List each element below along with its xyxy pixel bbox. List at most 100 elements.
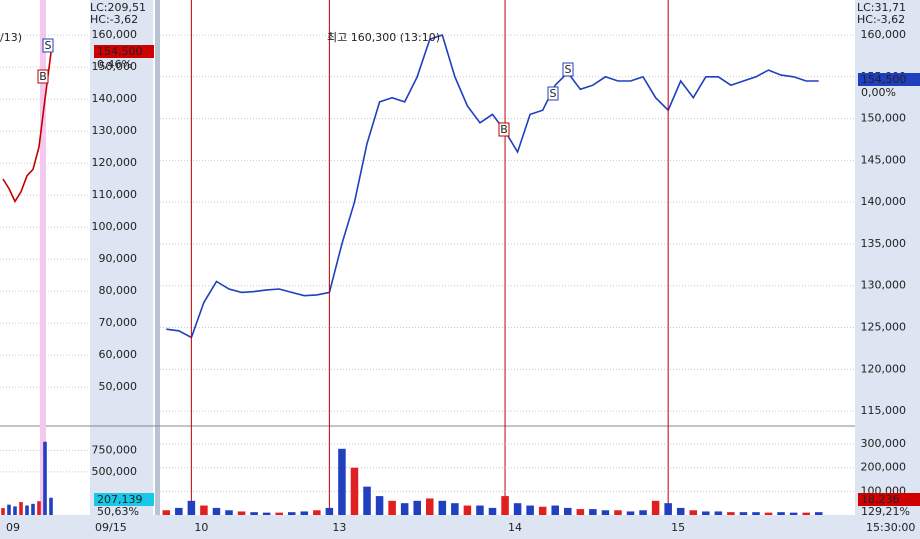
y-tick-label: 140,000: [92, 92, 138, 105]
price-tag: 154,500: [97, 45, 143, 58]
y-tick-label: 150,000: [861, 112, 907, 125]
y-tick-label: 100,000: [92, 220, 138, 233]
volume-bar: [814, 512, 823, 515]
y-tick-label: 90,000: [99, 252, 138, 265]
y-tick-label: 750,000: [92, 443, 138, 456]
x-tick-label: 13: [332, 521, 346, 534]
volume-tag-bg: [858, 493, 920, 506]
volume-bar: [639, 510, 647, 515]
volume-bar: [764, 512, 773, 515]
trade-marker: [498, 122, 510, 137]
volume-bar: [1, 508, 5, 515]
volume-bar: [426, 498, 434, 515]
y-tick-label: 60,000: [99, 348, 138, 361]
price-line: [166, 33, 819, 339]
change-tag: 0,00%: [861, 86, 896, 99]
hc-label: HC:-3,62: [90, 13, 138, 26]
left-axis-panel: [90, 0, 153, 539]
volume-bar: [714, 511, 723, 515]
time-label: 15:30:00: [866, 521, 915, 534]
volume-bar: [37, 501, 41, 515]
volume-bar: [375, 496, 384, 515]
y-tick-label: 500,000: [92, 465, 138, 478]
high-note: 최고 160,300 (13:10): [327, 31, 440, 44]
volume-bar: [752, 512, 760, 515]
trade-marker-label: S: [550, 87, 557, 100]
volume-bar: [162, 510, 171, 515]
volume-bar: [31, 503, 35, 515]
volume-tag-bg: [94, 493, 154, 506]
volume-bar: [513, 503, 522, 515]
trade-marker: [562, 62, 574, 77]
volume-bar: [488, 507, 497, 515]
time-axis: [0, 515, 920, 539]
volume-bar: [626, 511, 635, 515]
ratio-tag: 129,21%: [861, 505, 910, 518]
x-tick-label: 14: [508, 521, 522, 534]
volume-bar: [601, 510, 610, 515]
volume-bar: [212, 507, 221, 515]
volume-tag: 18,236: [861, 493, 900, 506]
trade-marker-label: B: [500, 123, 508, 136]
volume-bar: [802, 512, 810, 515]
volume-bar: [13, 506, 17, 515]
y-tick-label: 145,000: [861, 153, 907, 166]
trade-marker: [42, 38, 54, 53]
volume-bar: [727, 512, 735, 515]
volume-bar: [463, 505, 472, 515]
volume-bar: [49, 497, 53, 515]
price-line: [2, 52, 52, 204]
change-tag: 0,46%: [97, 58, 132, 71]
volume-bar: [589, 509, 597, 515]
trade-marker: [547, 86, 559, 101]
volume-bar: [564, 507, 572, 515]
volume-bar: [614, 510, 622, 515]
volume-bar: [325, 507, 334, 515]
volume-bar: [225, 510, 233, 515]
selected-day: [40, 0, 46, 515]
y-tick-label: 50,000: [99, 380, 138, 393]
volume-bar: [250, 512, 258, 515]
volume-bar: [651, 500, 660, 515]
price-tag-bg: [94, 45, 154, 58]
volume-bar: [664, 503, 672, 515]
y-tick-label: 130,000: [861, 279, 907, 292]
trade-marker-label: B: [39, 70, 47, 83]
y-tick-label: 120,000: [861, 362, 907, 375]
x-tick-label: 15: [671, 521, 685, 534]
y-tick-label: 110,000: [92, 188, 138, 201]
volume-bar: [739, 512, 748, 515]
volume-bar: [338, 448, 346, 515]
y-tick-label: 150,000: [92, 60, 138, 73]
lc-label: LC:209,51: [90, 1, 146, 14]
volume-bar: [501, 496, 509, 515]
trade-marker: [37, 69, 49, 84]
volume-bar: [777, 512, 785, 515]
date-label: 09/15: [95, 521, 127, 534]
volume-bar: [413, 500, 421, 515]
volume-bar: [476, 505, 484, 515]
y-tick-label: 200,000: [861, 461, 907, 474]
volume-bar: [287, 512, 296, 515]
right-axis-panel: [855, 0, 920, 539]
volume-bar: [7, 504, 11, 515]
trade-marker-label: S: [45, 39, 52, 52]
y-tick-label: 140,000: [861, 195, 907, 208]
volume-bar: [388, 500, 396, 515]
volume-bar: [526, 505, 534, 515]
y-tick-label: 125,000: [861, 320, 907, 333]
volume-bar: [262, 512, 271, 515]
volume-bar: [551, 505, 559, 515]
divider: [155, 0, 160, 539]
volume-bar: [43, 441, 47, 515]
lc-label: LC:31,71: [857, 1, 906, 14]
volume-bar: [438, 500, 447, 515]
y-tick-label: 115,000: [861, 404, 907, 417]
volume-bar: [689, 510, 698, 515]
volume-bar: [313, 510, 321, 515]
volume-bar: [237, 511, 246, 515]
hc-label: HC:-3,62: [857, 13, 905, 26]
volume-bar: [789, 512, 798, 515]
volume-bar: [350, 467, 359, 515]
volume-bar: [300, 511, 309, 515]
